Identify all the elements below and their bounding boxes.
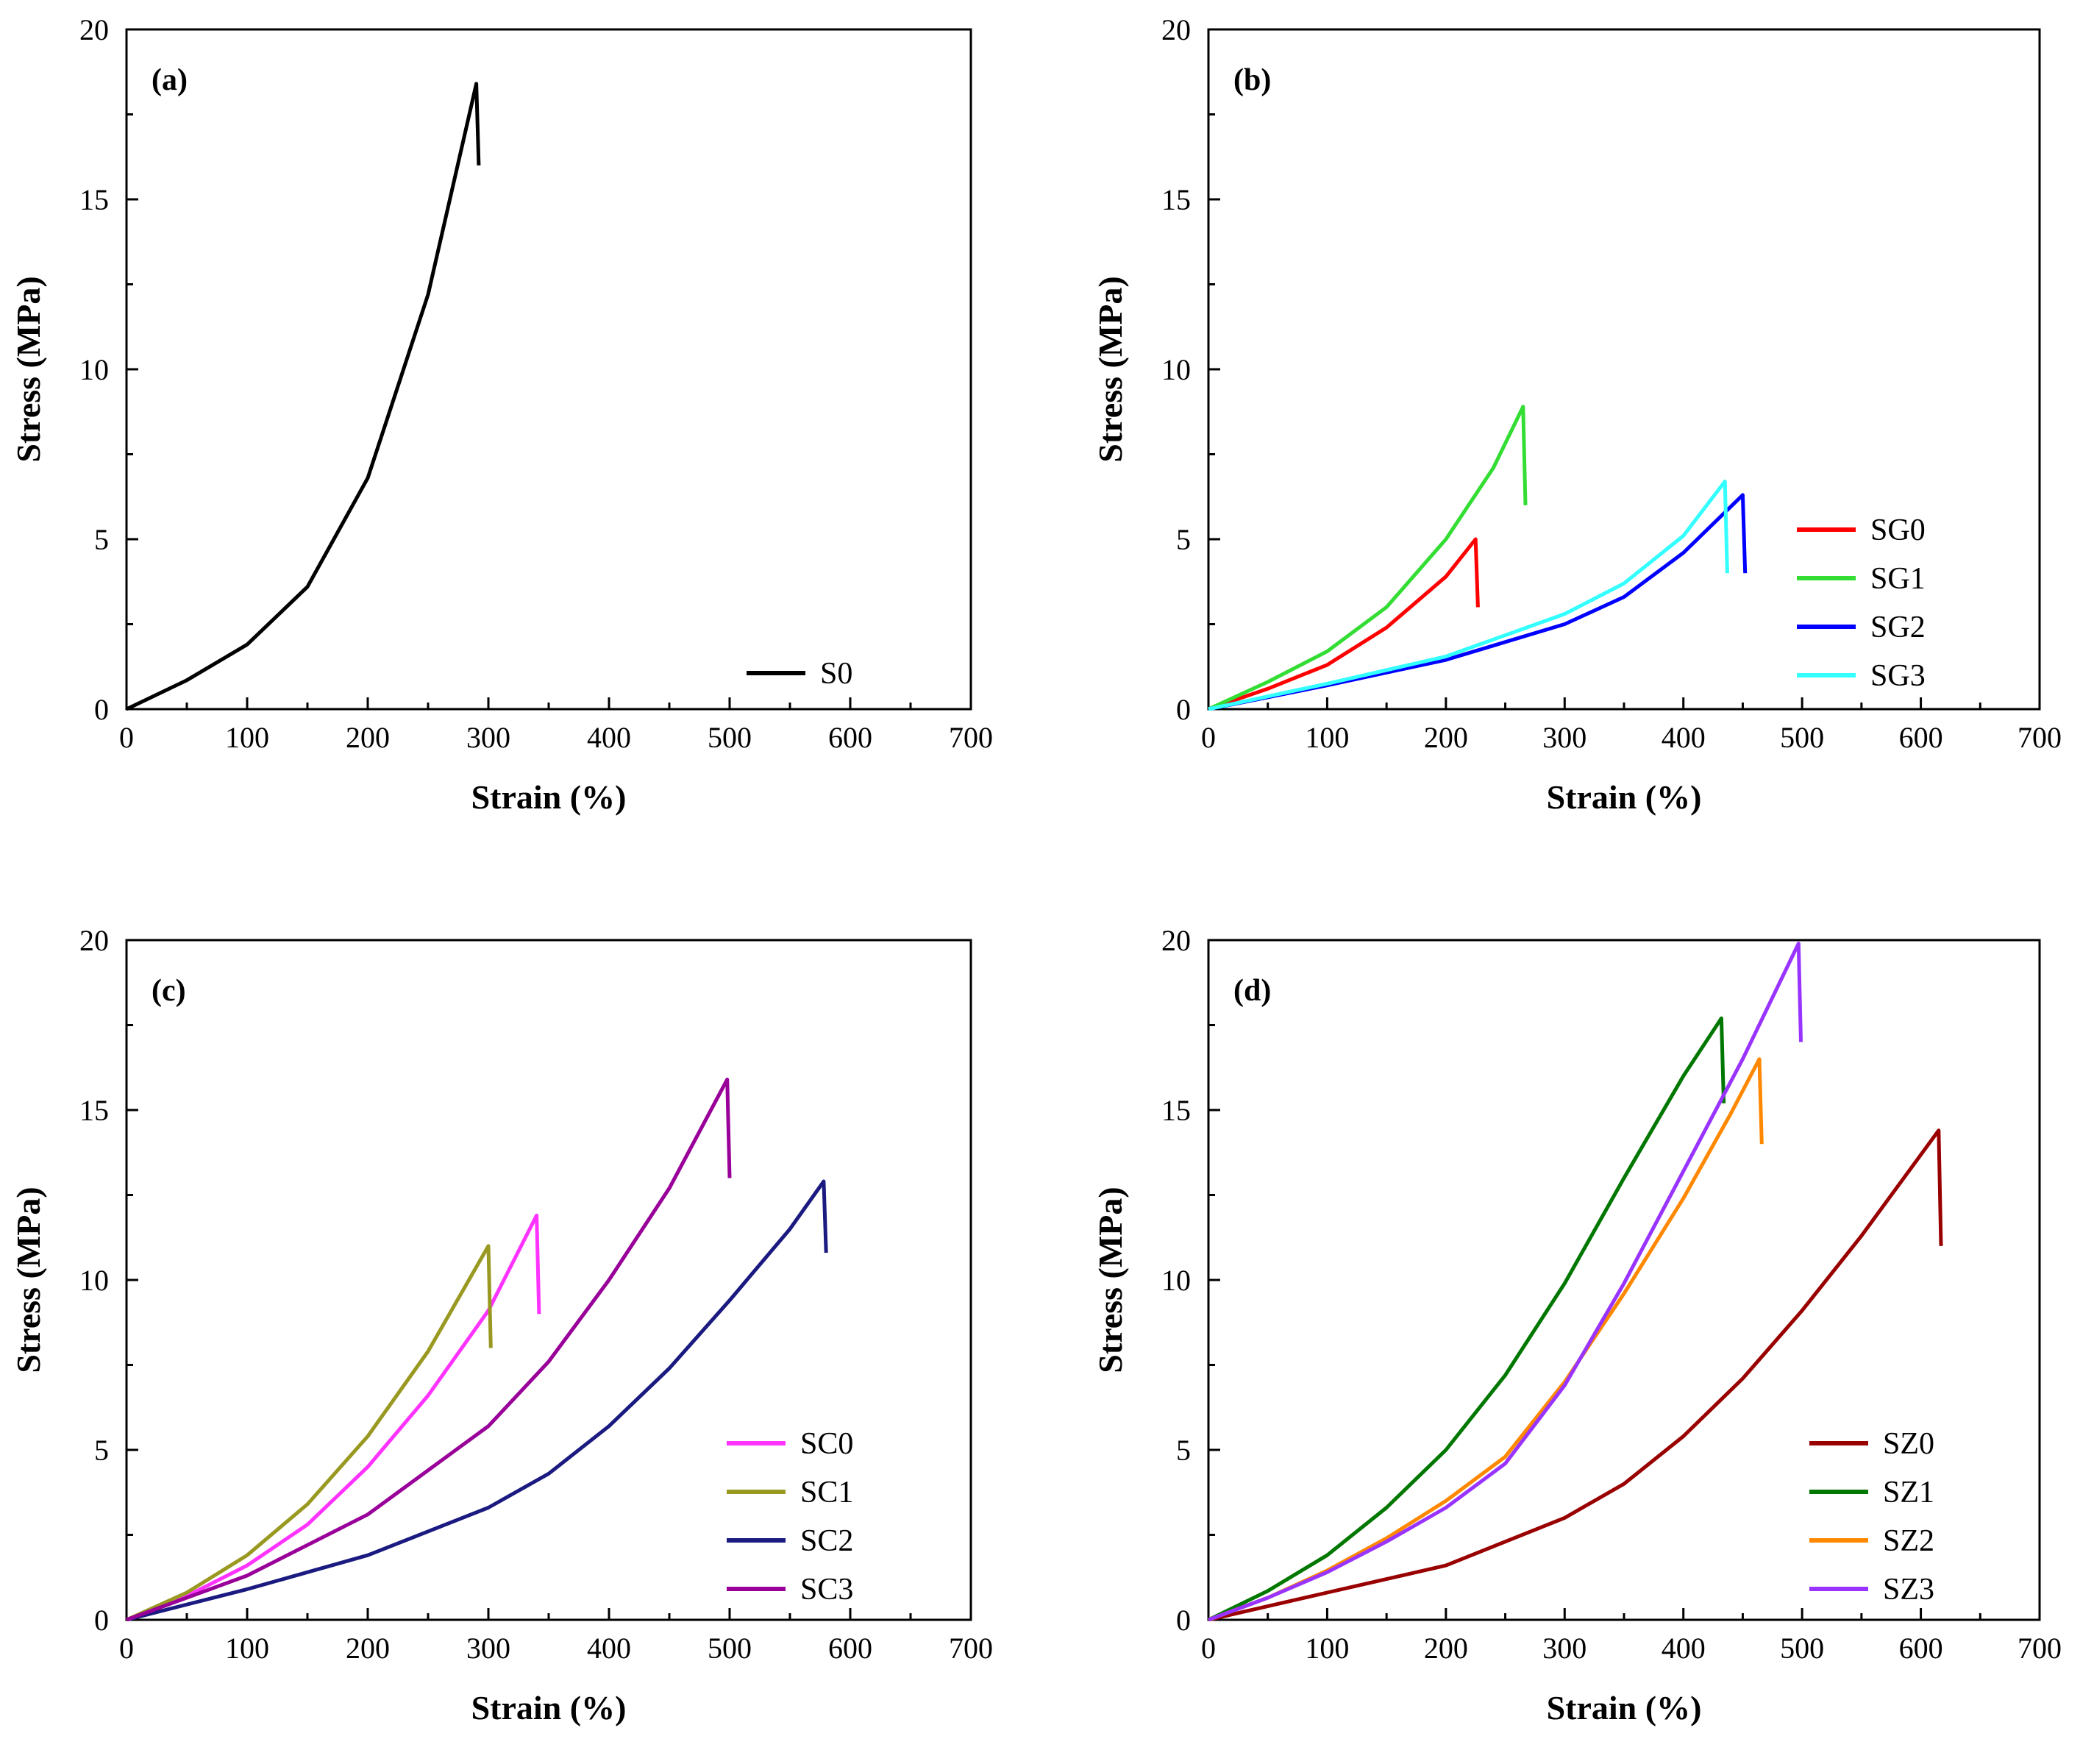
x-tick-label: 700 (2018, 1632, 2062, 1665)
panel-label: (a) (152, 63, 188, 97)
x-tick-label: 400 (587, 721, 631, 754)
x-tick-label: 400 (587, 1632, 631, 1665)
legend-label-sz3: SZ3 (1883, 1573, 1934, 1607)
x-tick-label: 300 (1542, 721, 1586, 754)
y-tick-label: 0 (1176, 1604, 1191, 1637)
legend-label-sg2: SG2 (1870, 611, 1926, 644)
y-tick-label: 15 (1161, 183, 1191, 216)
y-axis-title: Stress (MPa) (10, 1187, 47, 1373)
legend-label-sg0: SG0 (1870, 513, 1926, 547)
y-axis-title: Stress (MPa) (10, 276, 47, 462)
x-tick-label: 500 (1780, 721, 1824, 754)
x-tick-label: 100 (1305, 1632, 1349, 1665)
y-tick-label: 0 (94, 1604, 109, 1637)
y-tick-label: 5 (94, 523, 109, 556)
x-tick-label: 400 (1662, 1632, 1706, 1665)
x-axis-title: Strain (%) (1547, 778, 1702, 816)
x-tick-label: 300 (466, 1632, 510, 1665)
chart-panel-a: 0 100 200 300 400 500 600 700 0 5 10 15 20 Strain (%)… (10, 13, 993, 816)
y-tick-label: 20 (1161, 13, 1191, 46)
x-tick-label: 0 (1201, 1632, 1216, 1665)
x-tick-label: 0 (119, 721, 134, 754)
legend-label-s0: S0 (820, 657, 852, 691)
panel-label: (d) (1233, 974, 1271, 1008)
x-tick-label: 600 (828, 1632, 872, 1665)
x-tick-label: 200 (1424, 1632, 1468, 1665)
chart-panel-c: 0 100 200 300 400 500 600 700 0 5 10 15 20 Strain (%)… (10, 924, 993, 1726)
legend-label-sc2: SC2 (800, 1524, 853, 1558)
y-tick-label: 15 (79, 183, 109, 216)
y-axis-title: Stress (MPa) (1091, 276, 1129, 462)
y-tick-label: 15 (79, 1094, 109, 1127)
x-tick-label: 200 (346, 721, 390, 754)
legend-label-sc0: SC0 (800, 1427, 853, 1461)
series-line-sz0 (1208, 1128, 1943, 1621)
x-tick-label: 100 (225, 721, 269, 754)
x-tick-label: 300 (466, 721, 510, 754)
legend: SC0 SC1 SC2 SC3 (727, 1427, 853, 1607)
series-line-sc3 (126, 1077, 732, 1621)
y-tick-label: 20 (79, 924, 109, 957)
x-tick-label: 500 (1780, 1632, 1824, 1665)
legend-label-sc3: SC3 (800, 1573, 853, 1607)
x-tick-label: 600 (1899, 1632, 1943, 1665)
x-tick-label: 400 (1662, 721, 1706, 754)
panel-label: (b) (1233, 63, 1271, 97)
chart-panel-d: 0 100 200 300 400 500 600 700 0 5 10 15 20 Strain (%)… (1091, 924, 2062, 1726)
y-tick-label: 10 (1161, 353, 1191, 386)
legend-label-sg3: SG3 (1870, 659, 1926, 693)
x-tick-label: 100 (225, 1632, 269, 1665)
series-line-sg3 (1208, 480, 1729, 711)
y-tick-label: 0 (94, 693, 109, 726)
x-tick-label: 200 (346, 1632, 390, 1665)
y-tick-label: 10 (1161, 1264, 1191, 1297)
y-tick-label: 10 (79, 1264, 109, 1297)
x-tick-label: 300 (1542, 1632, 1586, 1665)
series-line-sg0 (1208, 537, 1480, 711)
series-line-sg1 (1207, 405, 1528, 711)
series-line-s0 (125, 82, 481, 711)
y-tick-label: 5 (1176, 1434, 1191, 1467)
series-line-sg2 (1208, 493, 1748, 711)
chart-panel-b: 0 100 200 300 400 500 600 700 0 5 10 15 20 Strain (%)… (1091, 13, 2062, 816)
x-tick-label: 500 (708, 1632, 752, 1665)
legend: SG0 SG1 SG2 SG3 (1797, 513, 1926, 693)
x-tick-label: 0 (119, 1632, 134, 1665)
x-tick-label: 100 (1305, 721, 1349, 754)
legend: S0 (747, 657, 852, 691)
y-tick-label: 15 (1161, 1094, 1191, 1127)
series-line-sc2 (126, 1179, 828, 1621)
legend-label-sg1: SG1 (1870, 562, 1926, 596)
series-line-sz3 (1208, 942, 1803, 1621)
y-tick-label: 5 (94, 1434, 109, 1467)
x-tick-label: 700 (2018, 721, 2062, 754)
legend-label-sz1: SZ1 (1883, 1476, 1934, 1509)
y-tick-label: 5 (1176, 523, 1191, 556)
legend-label-sz0: SZ0 (1883, 1427, 1934, 1461)
x-tick-label: 200 (1424, 721, 1468, 754)
panel-label: (c) (152, 974, 186, 1008)
x-tick-label: 600 (828, 721, 872, 754)
x-tick-label: 600 (1899, 721, 1943, 754)
x-axis-title: Strain (%) (471, 1689, 627, 1726)
x-tick-label: 700 (949, 1632, 993, 1665)
y-tick-label: 20 (1161, 924, 1191, 957)
y-tick-label: 0 (1176, 693, 1191, 726)
legend: SZ0 SZ1 SZ2 SZ3 (1809, 1427, 1934, 1607)
y-axis-title: Stress (MPa) (1091, 1187, 1129, 1373)
series-line-sc0 (126, 1213, 541, 1621)
series-line-sc1 (125, 1244, 493, 1621)
x-tick-label: 500 (708, 721, 752, 754)
x-axis-title: Strain (%) (471, 778, 627, 816)
series-line-sz1 (1207, 1016, 1726, 1621)
x-tick-label: 0 (1201, 721, 1216, 754)
legend-label-sz2: SZ2 (1883, 1524, 1934, 1558)
legend-label-sc1: SC1 (800, 1476, 853, 1509)
y-tick-label: 20 (79, 13, 109, 46)
x-tick-label: 700 (949, 721, 993, 754)
y-tick-label: 10 (79, 353, 109, 386)
x-axis-title: Strain (%) (1547, 1689, 1702, 1726)
